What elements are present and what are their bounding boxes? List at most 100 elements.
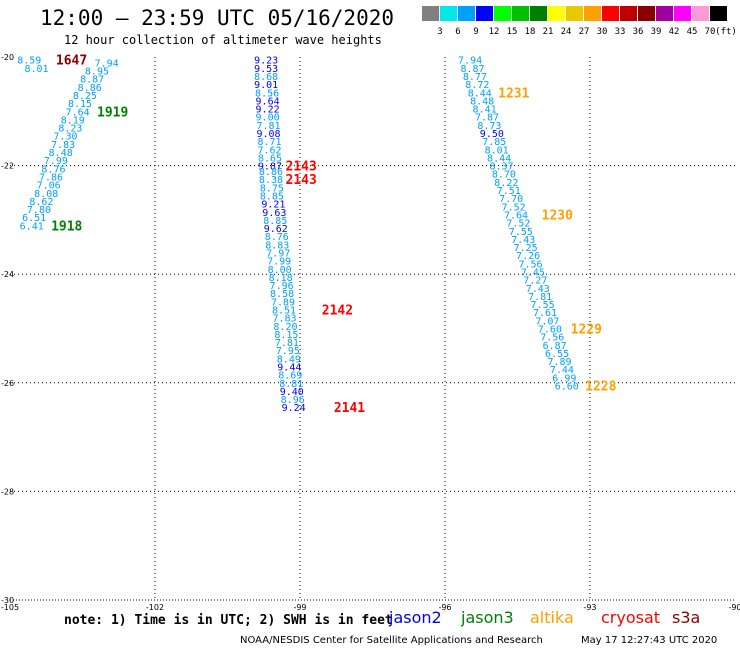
wave-height-value: 7.80 <box>27 205 51 216</box>
wave-height-value: 8.38 <box>259 175 283 186</box>
wave-height-value: 7.55 <box>531 300 555 311</box>
wave-height-value: 8.49 <box>277 354 301 365</box>
scale-swatch <box>638 6 655 21</box>
lon-tick-label: -105 <box>1 603 19 612</box>
time-marker: 2141 <box>334 401 365 416</box>
wave-height-value: 8.44 <box>468 88 492 99</box>
scale-swatch <box>530 6 547 21</box>
wave-height-value: 6.55 <box>545 349 569 360</box>
lon-tick-label: -93 <box>583 603 596 612</box>
wave-height-value: 8.85 <box>260 191 284 202</box>
wave-height-value: 7.96 <box>270 281 294 292</box>
wave-height-value: 7.81 <box>528 292 552 303</box>
wave-height-value: 9.00 <box>256 113 280 124</box>
wave-height-value: 7.97 <box>266 248 290 259</box>
wave-height-value: 8.68 <box>254 72 278 83</box>
wave-height-value: 8.76 <box>265 232 289 243</box>
wave-height-value: 8.18 <box>269 273 293 284</box>
wave-height-value: 8.87 <box>460 64 484 75</box>
wave-height-value: 7.56 <box>518 259 542 270</box>
wave-height-value: 8.15 <box>274 330 298 341</box>
wave-height-value: 7.99 <box>44 156 68 167</box>
wave-height-value: 8.76 <box>41 164 65 175</box>
wave-height-value: 8.20 <box>273 322 297 333</box>
wave-height-value: 7.70 <box>499 194 523 205</box>
wave-height-value: 9.87 <box>258 162 282 173</box>
wave-height-value: 7.81 <box>257 121 281 132</box>
wave-height-value: 7.07 <box>535 316 559 327</box>
scale-swatch <box>458 6 475 21</box>
wave-height-value: 8.70 <box>492 170 516 181</box>
scale-swatch <box>548 6 565 21</box>
lat-tick-label: -20 <box>1 53 14 62</box>
time-marker: 2143 <box>286 160 317 175</box>
wave-height-value: 7.99 <box>267 257 291 268</box>
scale-label: 15 <box>506 27 518 37</box>
lon-tick-label: -90 <box>728 603 740 612</box>
scale-swatch <box>674 6 691 21</box>
scale-label: 33 <box>614 27 626 37</box>
time-marker: 1918 <box>51 219 82 234</box>
wave-height-value: 7.30 <box>54 132 78 143</box>
lat-tick-label: -26 <box>1 379 14 388</box>
time-marker: 1228 <box>585 380 616 395</box>
wave-height-value: 8.19 <box>61 115 85 126</box>
generated-timestamp: May 17 12:27:43 UTC 2020 <box>581 635 718 646</box>
wave-height-value: 7.94 <box>95 58 119 69</box>
wave-height-value: 8.83 <box>265 240 289 251</box>
wave-height-value: 9.53 <box>254 64 278 75</box>
wave-height-value: 8.62 <box>29 197 53 208</box>
wave-height-value: 8.87 <box>80 75 104 86</box>
wave-height-value: 6.99 <box>552 373 576 384</box>
wave-height-value: 7.62 <box>257 145 281 156</box>
lat-tick-label: -24 <box>1 270 14 279</box>
wave-height-value: 8.01 <box>485 145 509 156</box>
wave-height-value: 7.85 <box>482 137 506 148</box>
wave-height-value: 9.01 <box>254 80 278 91</box>
wave-height-value: 7.89 <box>271 297 295 308</box>
scale-label: 36 <box>632 27 644 37</box>
scale-swatch <box>422 6 439 21</box>
wave-height-value: 9.21 <box>261 200 285 211</box>
wave-height-value: 9.22 <box>256 105 280 116</box>
scale-label: 45 <box>686 27 698 37</box>
wave-height-value: 8.72 <box>465 80 489 91</box>
wave-height-value: 7.56 <box>540 333 564 344</box>
wave-height-value: 9.50 <box>480 129 504 140</box>
wave-height-value: 7.43 <box>511 235 535 246</box>
scale-label: 30 <box>596 27 608 37</box>
wave-height-value: 9.23 <box>254 56 278 67</box>
credit-text: NOAA/NESDIS Center for Satellite Applica… <box>240 635 543 646</box>
satellite-altika: altika <box>530 608 574 627</box>
wave-height-value: 7.45 <box>521 267 545 278</box>
wave-height-value: 7.89 <box>547 357 571 368</box>
wave-height-value: 7.44 <box>550 365 574 376</box>
wave-height-value: 7.52 <box>506 219 530 230</box>
lat-tick-label: -30 <box>1 596 14 605</box>
scale-swatch <box>566 6 583 21</box>
scale-label: 6 <box>455 27 461 37</box>
wave-height-value: 7.43 <box>526 284 550 295</box>
time-marker: 2142 <box>322 303 353 318</box>
wave-height-value: 8.86 <box>78 83 102 94</box>
time-marker: 1919 <box>97 105 128 120</box>
wave-height-value: 8.69 <box>278 371 302 382</box>
wave-height-value: 8.37 <box>489 162 513 173</box>
satellite-cryosat: cryosat <box>601 608 661 627</box>
wave-height-value: 6.51 <box>22 213 46 224</box>
wave-height-value: 7.27 <box>523 276 547 287</box>
scale-label: 39 <box>650 27 662 37</box>
scale-label: 21 <box>542 27 554 37</box>
wave-height-value: 7.64 <box>66 107 90 118</box>
scale-label: 70 <box>704 27 716 37</box>
time-marker: 1647 <box>56 54 87 69</box>
scale-label: 3 <box>437 27 443 37</box>
wave-height-value: 9.63 <box>262 208 286 219</box>
wave-height-value: 7.81 <box>275 338 299 349</box>
wave-height-value: 8.41 <box>473 105 497 116</box>
wave-height-value: 8.51 <box>272 305 296 316</box>
scale-unit: (ft) <box>715 27 737 37</box>
scale-label: 27 <box>578 27 590 37</box>
wave-height-value: 6.41 <box>20 221 44 232</box>
wave-height-value: 8.71 <box>257 137 281 148</box>
